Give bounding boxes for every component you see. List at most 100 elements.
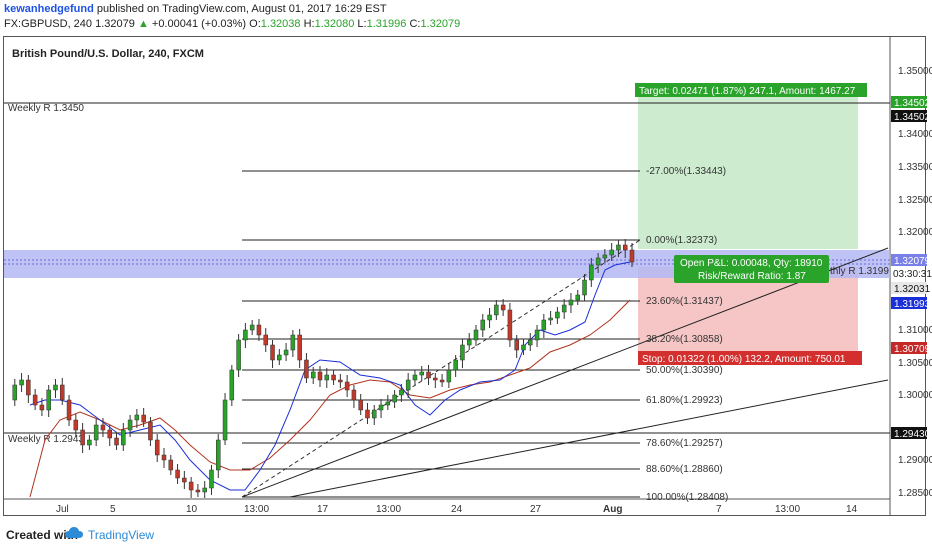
candle-body: [46, 389, 51, 411]
fib-label: 78.60%(1.29257): [646, 438, 723, 449]
candle-body: [446, 369, 452, 383]
time-tick: 5: [110, 504, 116, 515]
candle-body: [372, 409, 377, 419]
candle-body: [114, 437, 119, 446]
candle-body: [358, 399, 363, 411]
marker-2: [891, 297, 927, 309]
time-tick: 13:00: [775, 504, 800, 515]
price-change: +0.00041 (+0.03%): [151, 18, 247, 30]
candle-body: [385, 401, 391, 406]
candle-body: [399, 389, 404, 396]
candle-body: [154, 439, 160, 456]
candle-body: [331, 374, 336, 381]
trendline-upper[interactable]: [241, 247, 889, 498]
target-zone: [638, 92, 858, 249]
price-tick: 1.30000: [898, 390, 932, 401]
candle-body: [216, 439, 221, 471]
candle-body: [19, 379, 24, 386]
stop-marker: [891, 342, 927, 354]
candle-body: [66, 399, 72, 421]
candle-body: [107, 429, 112, 439]
tradingview-cloud-icon: [65, 527, 83, 538]
candle-body: [392, 394, 397, 403]
time-tick: 13:00: [244, 504, 269, 515]
candle-body: [87, 439, 92, 446]
candle-body: [202, 487, 207, 493]
candle-body: [602, 254, 608, 259]
candle-body: [290, 334, 296, 351]
candle-body: [270, 344, 275, 361]
author-link[interactable]: kewanhedgefund: [4, 3, 94, 15]
price-tick: 1.35000: [898, 66, 932, 77]
candle-body: [148, 421, 153, 441]
candle-body: [419, 371, 424, 376]
low-value: 1.31996: [366, 18, 407, 30]
candle-body: [100, 424, 106, 431]
candle-body: [616, 244, 621, 251]
high-label: H:: [303, 18, 315, 30]
candle-body: [528, 339, 533, 346]
candle-body: [405, 379, 411, 391]
candle-body: [548, 317, 553, 321]
quote-line: FX:GBPUSD, 240 1.32079 ▲ +0.00041 (+0.03…: [4, 18, 460, 30]
candle-body: [277, 354, 282, 361]
candle-body: [378, 404, 384, 411]
time-tick: 17: [317, 504, 329, 515]
candle-body: [209, 469, 214, 489]
candle-body: [473, 329, 479, 341]
target-label: Target: 0.02471 (1.87%) 247.1, Amount: 1…: [639, 86, 856, 97]
candle-body: [575, 294, 580, 301]
candle-body: [433, 377, 438, 381]
candle-body: [26, 379, 31, 396]
time-axis[interactable]: Jul 5 10 13:00 17 13:00 24 27 Aug 7 13:0…: [56, 504, 858, 515]
candle-body: [256, 324, 262, 336]
time-tick: 14: [846, 504, 858, 515]
fib-label: 23.60%(1.31437): [646, 296, 723, 307]
candle-body: [521, 344, 526, 351]
candle-body: [141, 414, 146, 423]
candle-body: [263, 334, 268, 346]
candle-body: [541, 319, 547, 331]
candle-body: [12, 384, 18, 401]
monthly-r-label: thly R 1.3199: [830, 266, 889, 277]
tradingview-logo-text[interactable]: TradingView: [88, 528, 155, 542]
price-axis[interactable]: 1.35000 1.34000 1.33500 1.32500 1.32000 …: [898, 66, 932, 499]
candle-body: [195, 489, 201, 493]
candle-body: [188, 481, 194, 491]
open-pl-box[interactable]: [674, 255, 829, 283]
price-tick: 1.31000: [898, 325, 932, 336]
candle-body: [53, 384, 58, 391]
fib-label: 38.20%(1.30858): [646, 334, 723, 345]
candle-body: [514, 339, 519, 351]
candle-body: [168, 459, 174, 471]
current-price-marker-text: 1.32079: [894, 256, 931, 267]
candle-body: [561, 304, 567, 313]
price-tick: 1.34000: [898, 129, 932, 140]
weekly-r-high-marker-2: [891, 110, 927, 122]
weekly-r-low-marker-text: 1.29430: [894, 429, 931, 440]
candle-body: [480, 319, 486, 331]
trendline-lower[interactable]: [289, 379, 889, 498]
candle-body: [338, 379, 343, 383]
stop-label: Stop: 0.01322 (1.00%) 132.2, Amount: 750…: [642, 354, 846, 365]
candle-body: [182, 477, 187, 483]
weekly-r-high-marker: [891, 96, 927, 108]
candle-body: [595, 257, 601, 266]
publish-info: published on TradingView.com, August 01,…: [96, 3, 387, 15]
weekly-r-high-marker-2-text: 1.34502: [894, 112, 931, 123]
candle-body: [609, 249, 614, 256]
time-tick: 24: [451, 504, 463, 515]
price-tick: 1.28500: [898, 488, 932, 499]
candle-body: [453, 359, 458, 371]
candle-body: [297, 334, 302, 361]
candle-body: [487, 314, 492, 321]
time-tick: 27: [530, 504, 542, 515]
price-tick: 1.33500: [898, 162, 932, 173]
open-label: O:: [249, 18, 261, 30]
fib-label: 50.00%(1.30390): [646, 365, 723, 376]
candle-body: [507, 309, 513, 341]
candle-body: [310, 371, 316, 379]
fib-label: 61.80%(1.29923): [646, 395, 723, 406]
candle-body: [426, 371, 431, 379]
